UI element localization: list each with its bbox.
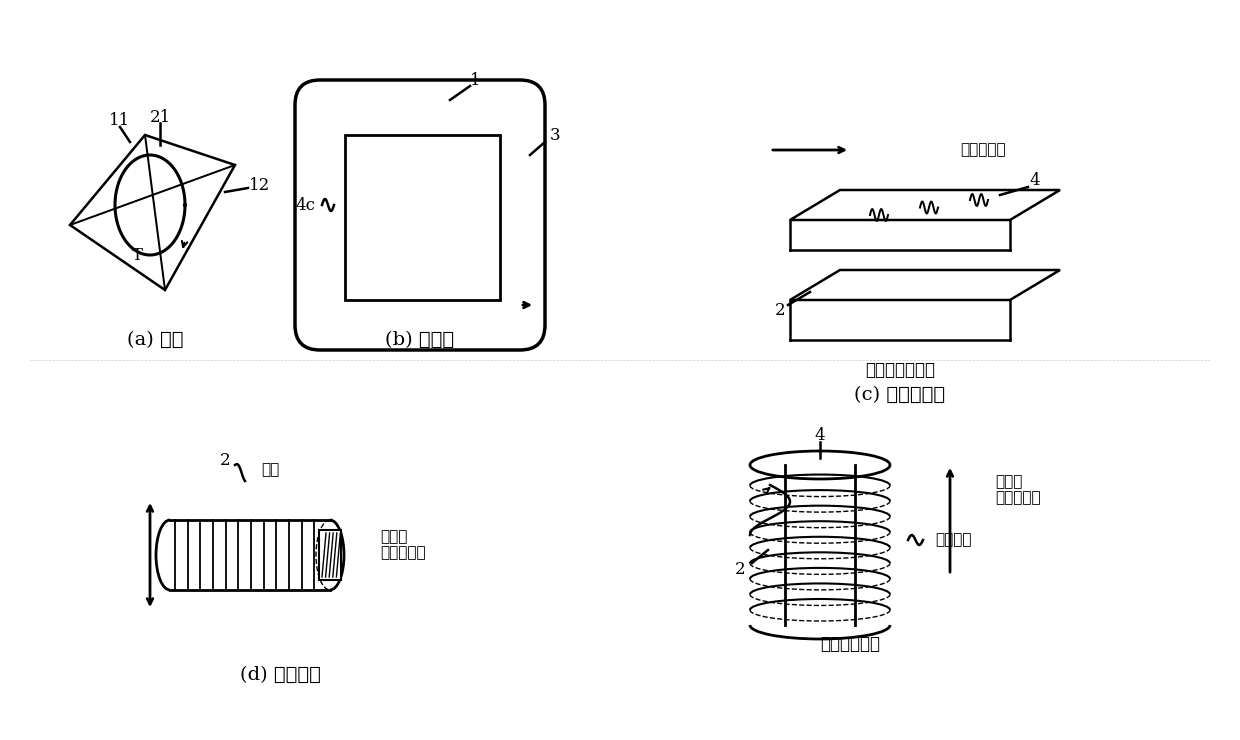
Text: 1: 1	[470, 72, 480, 89]
Text: (b) 电流环: (b) 电流环	[386, 331, 455, 349]
Text: 4: 4	[815, 426, 826, 443]
Text: 21: 21	[149, 109, 171, 126]
Text: 板状形状的铁片: 板状形状的铁片	[866, 362, 935, 378]
Text: 磁场的
磁力线方向: 磁场的 磁力线方向	[379, 530, 425, 560]
Text: (a) 电势: (a) 电势	[126, 331, 184, 349]
Text: 螺旋状的铁片: 螺旋状的铁片	[820, 636, 880, 653]
Text: 磁场的
磁力线方向: 磁场的 磁力线方向	[994, 475, 1040, 505]
Text: 3: 3	[549, 127, 560, 144]
Text: 12: 12	[249, 177, 270, 193]
Text: (c) 磁化的铁片: (c) 磁化的铁片	[854, 386, 946, 404]
Text: 4: 4	[1029, 172, 1040, 189]
Text: 11: 11	[109, 112, 130, 129]
Text: 磁化电流: 磁化电流	[935, 533, 971, 547]
Text: 2: 2	[219, 451, 231, 468]
Text: 磁力线方向: 磁力线方向	[960, 143, 1006, 157]
Text: 2: 2	[775, 301, 785, 318]
Text: 2: 2	[734, 562, 745, 579]
Text: 4c: 4c	[295, 197, 315, 214]
Bar	[345, 135, 500, 300]
Bar	[319, 530, 341, 580]
Text: (d) 永久磁铁: (d) 永久磁铁	[239, 666, 320, 684]
Text: 磁化: 磁化	[260, 463, 279, 477]
Text: T: T	[131, 246, 143, 263]
